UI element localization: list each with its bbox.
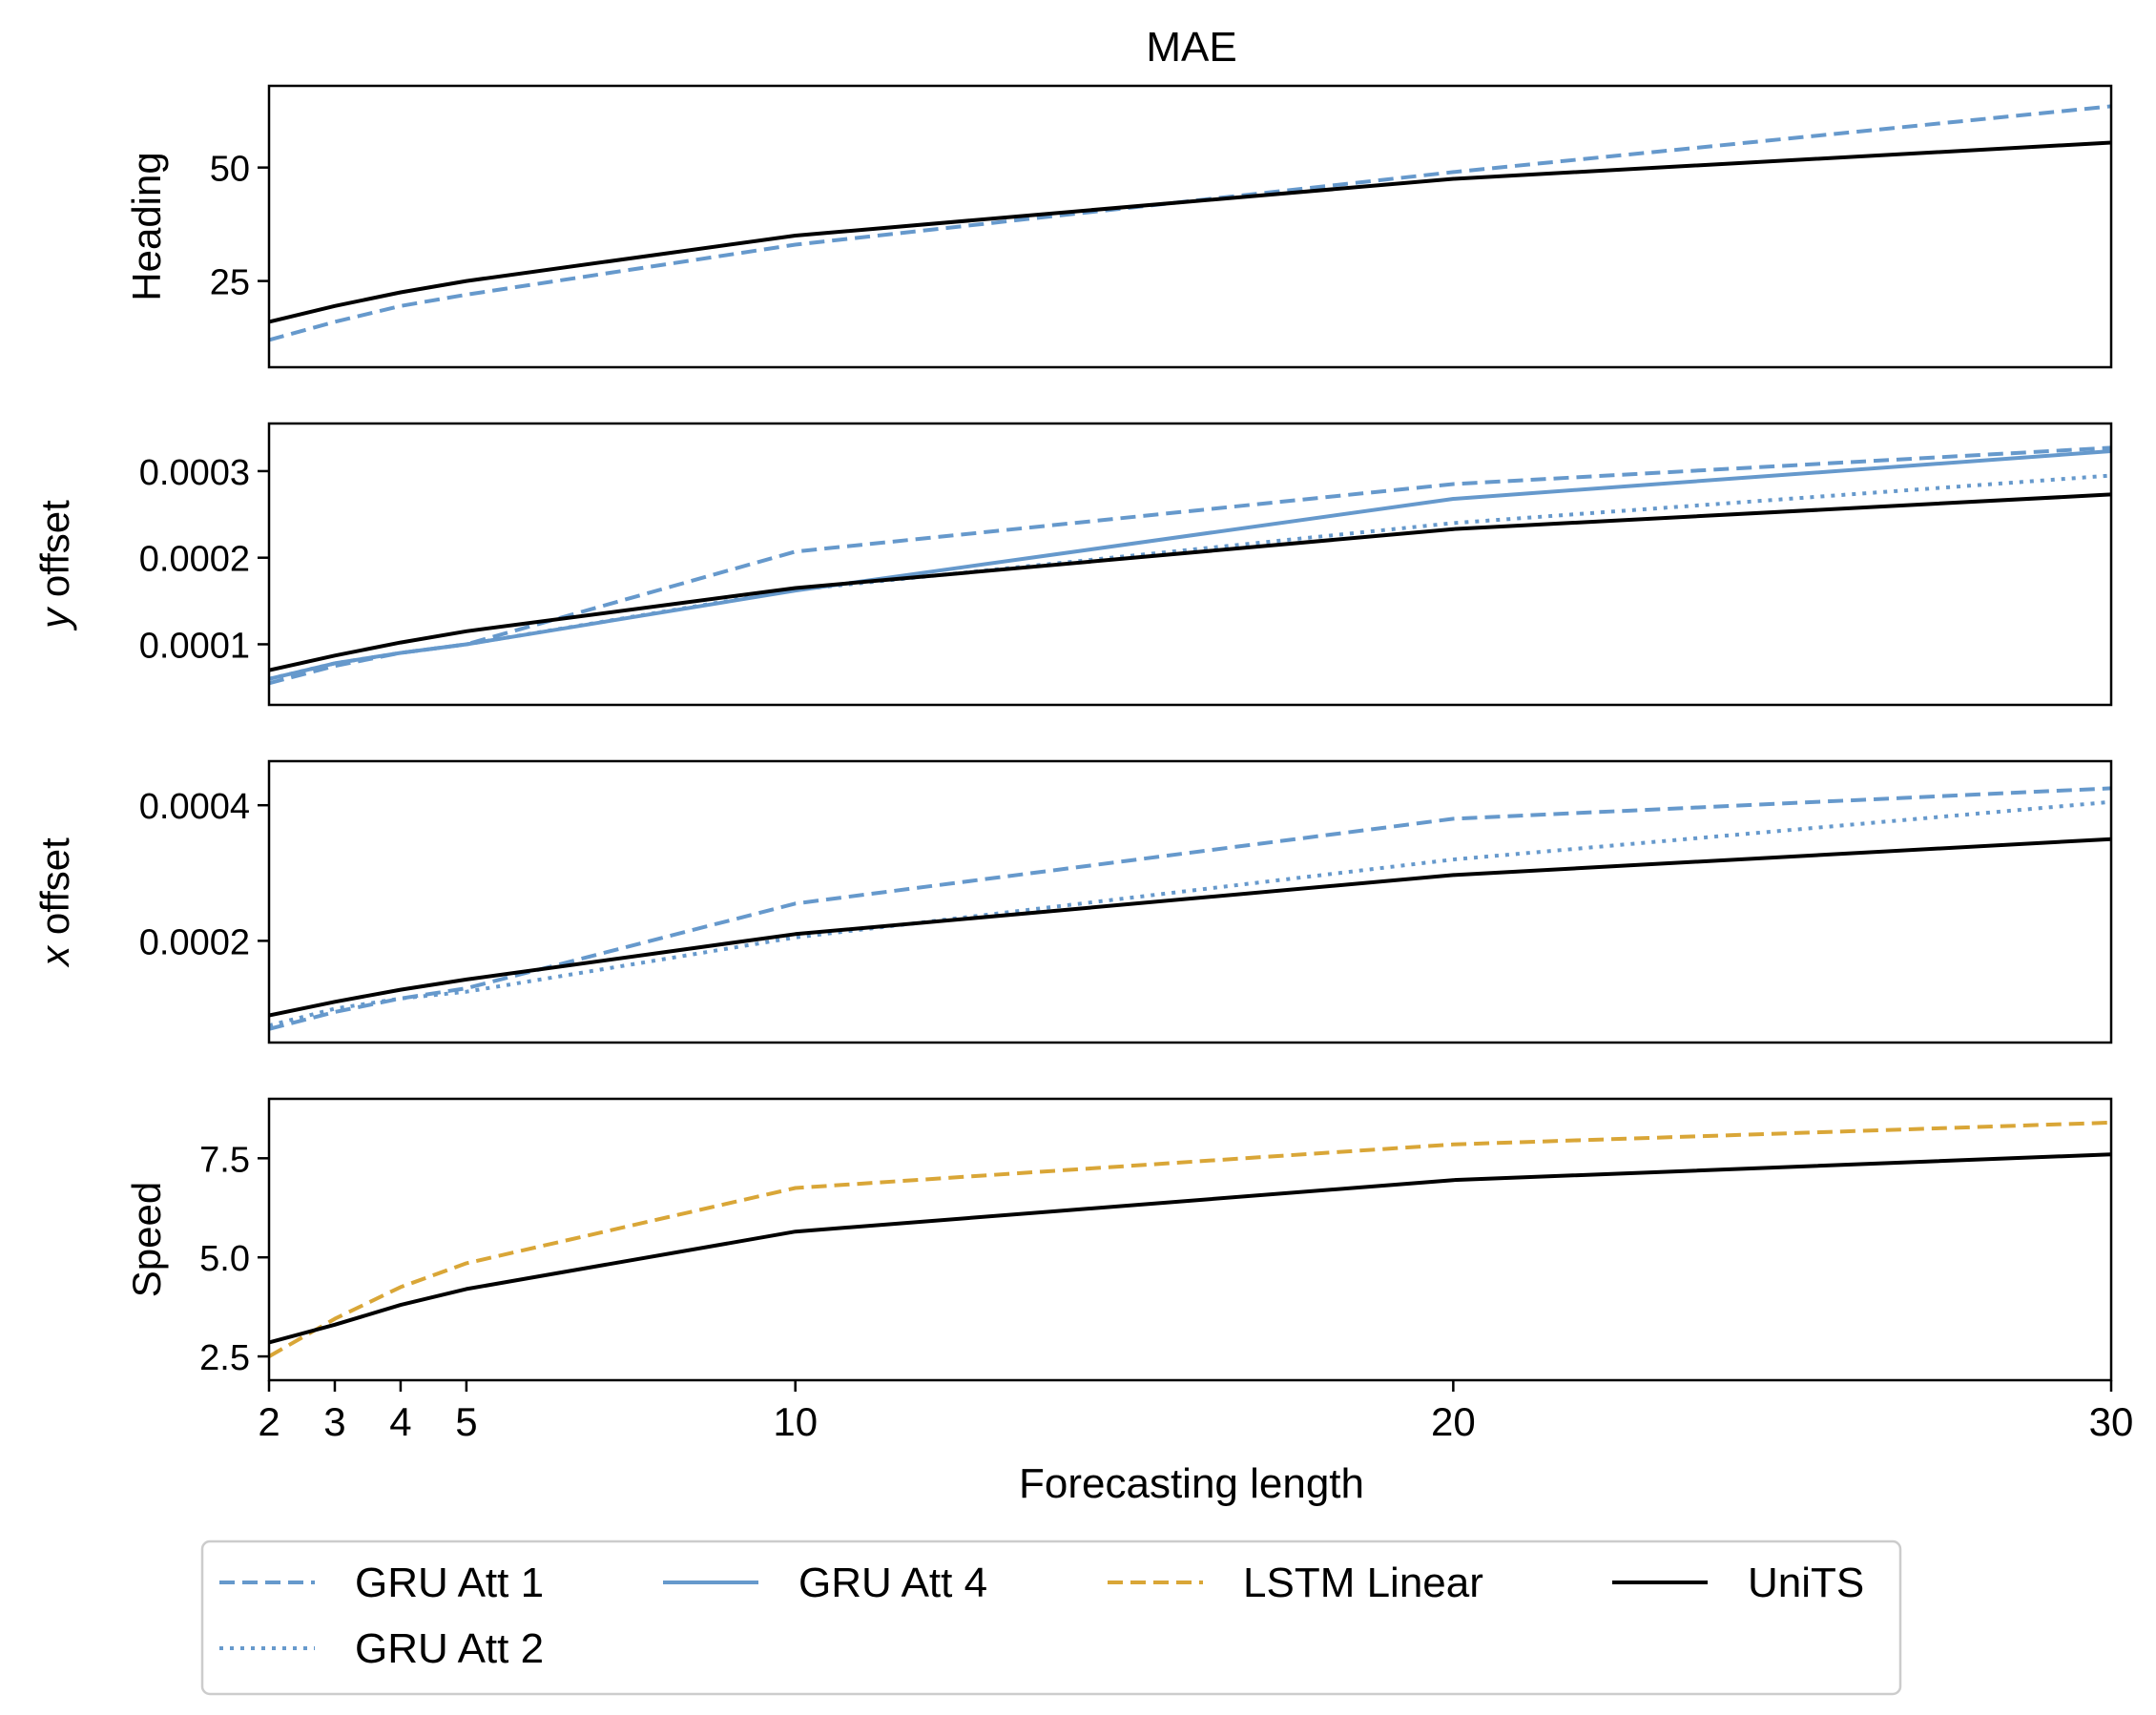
series-group xyxy=(269,104,2111,342)
x-tick-label: 10 xyxy=(773,1399,818,1444)
series-line-gru-att-4 xyxy=(269,449,2111,681)
series-line-gru-att-2 xyxy=(269,799,2111,1028)
y-tick-label: 7.5 xyxy=(199,1140,250,1180)
legend-label: GRU Att 1 xyxy=(355,1560,544,1606)
series-line-gru-att-1 xyxy=(269,445,2111,686)
series-line-units xyxy=(269,492,2111,672)
legend-item-lstm-linear: LSTM Linear xyxy=(1108,1560,1483,1606)
series-group xyxy=(269,786,2111,1031)
y-tick-label: 0.0002 xyxy=(139,540,250,580)
subplot-2: 0.0001 0.0002 0.0003 y offset xyxy=(32,422,2113,707)
series-line-lstm-linear xyxy=(269,1120,2111,1358)
series-group xyxy=(269,1120,2111,1358)
plot-frame xyxy=(267,422,2113,707)
plot-frame xyxy=(267,84,2113,369)
y-tick-label: 5.0 xyxy=(199,1239,250,1279)
series-line-units xyxy=(269,1152,2111,1345)
chart-title: MAE xyxy=(1146,24,1236,71)
y-tick-label: 0.0002 xyxy=(139,922,250,962)
series-line-gru-att-2 xyxy=(269,473,2111,681)
legend: GRU Att 1 GRU Att 2 GRU Att 4 LSTM Linear Un… xyxy=(200,1539,1902,1696)
y-axis-label: x offset xyxy=(32,837,77,968)
series-line-units xyxy=(269,837,2111,1018)
series-line-units xyxy=(269,140,2111,324)
legend-frame xyxy=(200,1539,1902,1696)
y-tick-label: 0.0001 xyxy=(139,626,250,666)
plot-frame xyxy=(267,759,2113,1044)
series-line-gru-att-1 xyxy=(269,786,2111,1031)
legend-label: LSTM Linear xyxy=(1243,1560,1483,1606)
legend-item-gru-att-2: GRU Att 2 xyxy=(219,1625,544,1672)
x-tick-label: 4 xyxy=(389,1399,411,1444)
y-tick-label: 2.5 xyxy=(199,1338,250,1378)
x-tick-label: 5 xyxy=(455,1399,477,1444)
legend-item-gru-att-4: GRU Att 4 xyxy=(663,1560,987,1606)
legend-label: UniTS xyxy=(1748,1560,1864,1606)
y-tick-label: 50 xyxy=(210,150,250,190)
y-axis-label: Speed xyxy=(124,1182,169,1297)
legend-item-units: UniTS xyxy=(1612,1560,1864,1606)
y-axis-label: Heading xyxy=(124,152,169,300)
y-tick-label: 25 xyxy=(210,263,250,303)
legend-label: GRU Att 2 xyxy=(355,1625,544,1672)
y-tick-label: 0.0004 xyxy=(139,787,250,827)
plot-frame xyxy=(267,1097,2113,1382)
x-tick-label: 3 xyxy=(323,1399,345,1444)
legend-item-gru-att-1: GRU Att 1 xyxy=(219,1560,544,1606)
x-axis-label: Forecasting length xyxy=(1019,1460,1364,1507)
x-tick-label: 20 xyxy=(1431,1399,1476,1444)
subplot-1: 25 50 Heading xyxy=(124,84,2113,369)
y-axis-label: y offset xyxy=(32,500,77,631)
series-line-gru-att-1 xyxy=(269,104,2111,342)
x-tick-label: 30 xyxy=(2089,1399,2134,1444)
legend-label: GRU Att 4 xyxy=(798,1560,987,1606)
subplot-4: 2.5 5.0 7.5 Speed 2 3 4 5 10 20 30 xyxy=(124,1097,2134,1444)
series-group xyxy=(269,445,2111,686)
x-tick-label: 2 xyxy=(258,1399,280,1444)
subplot-3: 0.0002 0.0004 x offset xyxy=(32,759,2113,1044)
y-tick-label: 0.0003 xyxy=(139,453,250,493)
